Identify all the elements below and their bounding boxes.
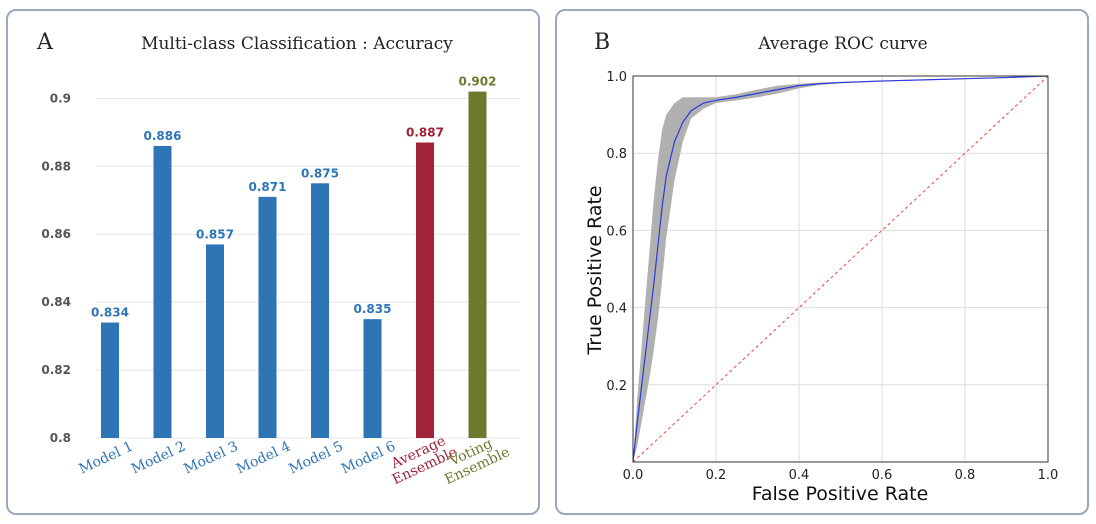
bar-value-label: 0.886 <box>144 129 182 143</box>
x-category-label: Model 2 <box>129 439 188 478</box>
x-category-label: Model 4 <box>234 438 293 477</box>
y-tick-label: 0.84 <box>41 295 71 309</box>
bar <box>101 322 119 438</box>
bar-value-label: 0.871 <box>249 180 287 194</box>
bar <box>258 196 277 438</box>
bar-value-label: 0.857 <box>196 227 234 241</box>
x-category-label: Model 5 <box>286 439 345 478</box>
bar-value-label: 0.835 <box>354 302 392 316</box>
bar <box>363 319 382 438</box>
x-category-label: Model 1 <box>76 439 135 478</box>
bar <box>468 91 487 439</box>
y-tick-label: 0.9 <box>50 91 71 105</box>
bar <box>311 183 329 438</box>
bar-value-label: 0.834 <box>91 306 129 320</box>
chart-a-title: Multi-class Classification : Accuracy <box>141 34 453 54</box>
y-tick-label: 0.88 <box>41 159 71 173</box>
y-tick-label: 0.8 <box>50 431 71 445</box>
panel-a-letter: A <box>36 30 54 55</box>
y-tick-label: 0.86 <box>41 227 71 241</box>
x-category-line1: Model 5 <box>286 439 345 478</box>
x-category-line1: Model 1 <box>76 439 135 478</box>
x-category-line1: Model 4 <box>234 438 293 477</box>
bar-value-label: 0.887 <box>406 126 444 140</box>
x-category-line1: Model 3 <box>181 439 240 478</box>
bar-value-label: 0.902 <box>459 75 497 89</box>
x-category-label: Model 3 <box>181 439 240 478</box>
bar <box>416 142 434 438</box>
x-category-line1: Model 2 <box>129 439 188 478</box>
y-tick-label: 0.82 <box>41 363 71 377</box>
bar <box>153 145 172 438</box>
bar-value-label: 0.875 <box>301 166 339 180</box>
bar <box>206 244 224 438</box>
